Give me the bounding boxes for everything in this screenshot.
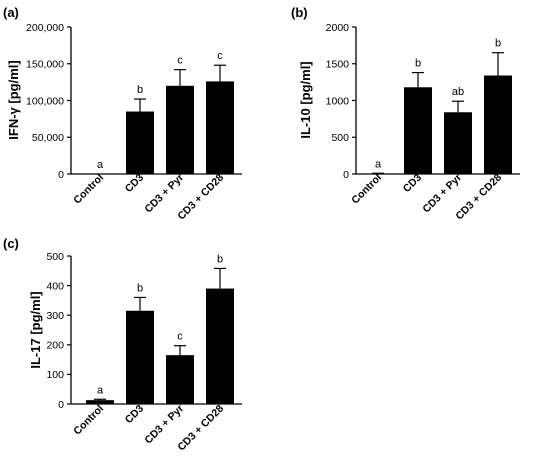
y-tick-label: 0 (343, 169, 349, 181)
bar (444, 112, 472, 174)
significance-letter: a (97, 159, 104, 171)
x-tick-label: Control (71, 403, 106, 438)
chart-panel-1: (a) IFN-γ [pg/ml] 0 50,000 100,000 150,000 200… (3, 5, 242, 222)
y-axis-label: IFN-γ [pg/ml] (6, 60, 21, 139)
x-tick-label: CD3 (401, 172, 424, 195)
bar (126, 310, 154, 404)
bar (404, 87, 432, 174)
significance-letter: b (217, 253, 223, 265)
y-tick-label: 1500 (326, 59, 350, 71)
significance-letter: c (217, 50, 223, 62)
bar (126, 111, 154, 174)
bar (484, 75, 512, 174)
y-tick-label: 400 (46, 280, 64, 292)
y-axis-label: IL-10 [pg/ml] (298, 61, 313, 138)
significance-letter: a (375, 158, 382, 170)
y-tick-label: 0 (58, 169, 64, 181)
y-axis-label: IL-17 [pg/ml] (28, 291, 43, 368)
y-tick-label: 2000 (326, 22, 350, 34)
y-tick-label: 200 (46, 340, 64, 352)
x-tick-label: CD3 (123, 403, 146, 426)
y-tick-label: 0 (58, 399, 64, 411)
significance-letter: b (137, 282, 143, 294)
y-tick-label: 50,000 (32, 132, 64, 144)
y-tick-label: 1000 (326, 95, 350, 107)
chart-panel-2: (b) IL-10 [pg/ml] 0 500 1000 1500 2000 a Control… (291, 5, 520, 222)
y-tick-label: 150,000 (26, 59, 64, 71)
y-tick-label: 300 (46, 310, 64, 322)
significance-letter: ab (452, 86, 464, 98)
bar (206, 81, 234, 174)
x-tick-label: CD3 (123, 172, 146, 195)
panel-label: (b) (291, 5, 308, 20)
bar (206, 288, 234, 404)
x-tick-label: Control (71, 172, 106, 207)
bar (166, 355, 194, 404)
panel-label: (c) (3, 236, 19, 251)
significance-letter: c (177, 331, 183, 343)
y-tick-label: 500 (46, 251, 64, 263)
y-tick-label: 100,000 (26, 95, 64, 107)
significance-letter: b (415, 58, 421, 70)
significance-letter: c (177, 55, 183, 67)
y-tick-label: 100 (46, 369, 64, 381)
panel-label: (a) (3, 5, 19, 20)
y-tick-label: 500 (331, 132, 349, 144)
chart-panel-3: (c) IL-17 [pg/ml] 0 100 200 300 400 500 a Control… (3, 236, 242, 453)
y-tick-label: 200,000 (26, 22, 64, 34)
significance-letter: b (495, 38, 501, 50)
significance-letter: b (137, 84, 143, 96)
bar (86, 400, 114, 404)
bar (166, 85, 194, 174)
significance-letter: a (97, 384, 104, 396)
x-tick-label: Control (349, 172, 384, 207)
